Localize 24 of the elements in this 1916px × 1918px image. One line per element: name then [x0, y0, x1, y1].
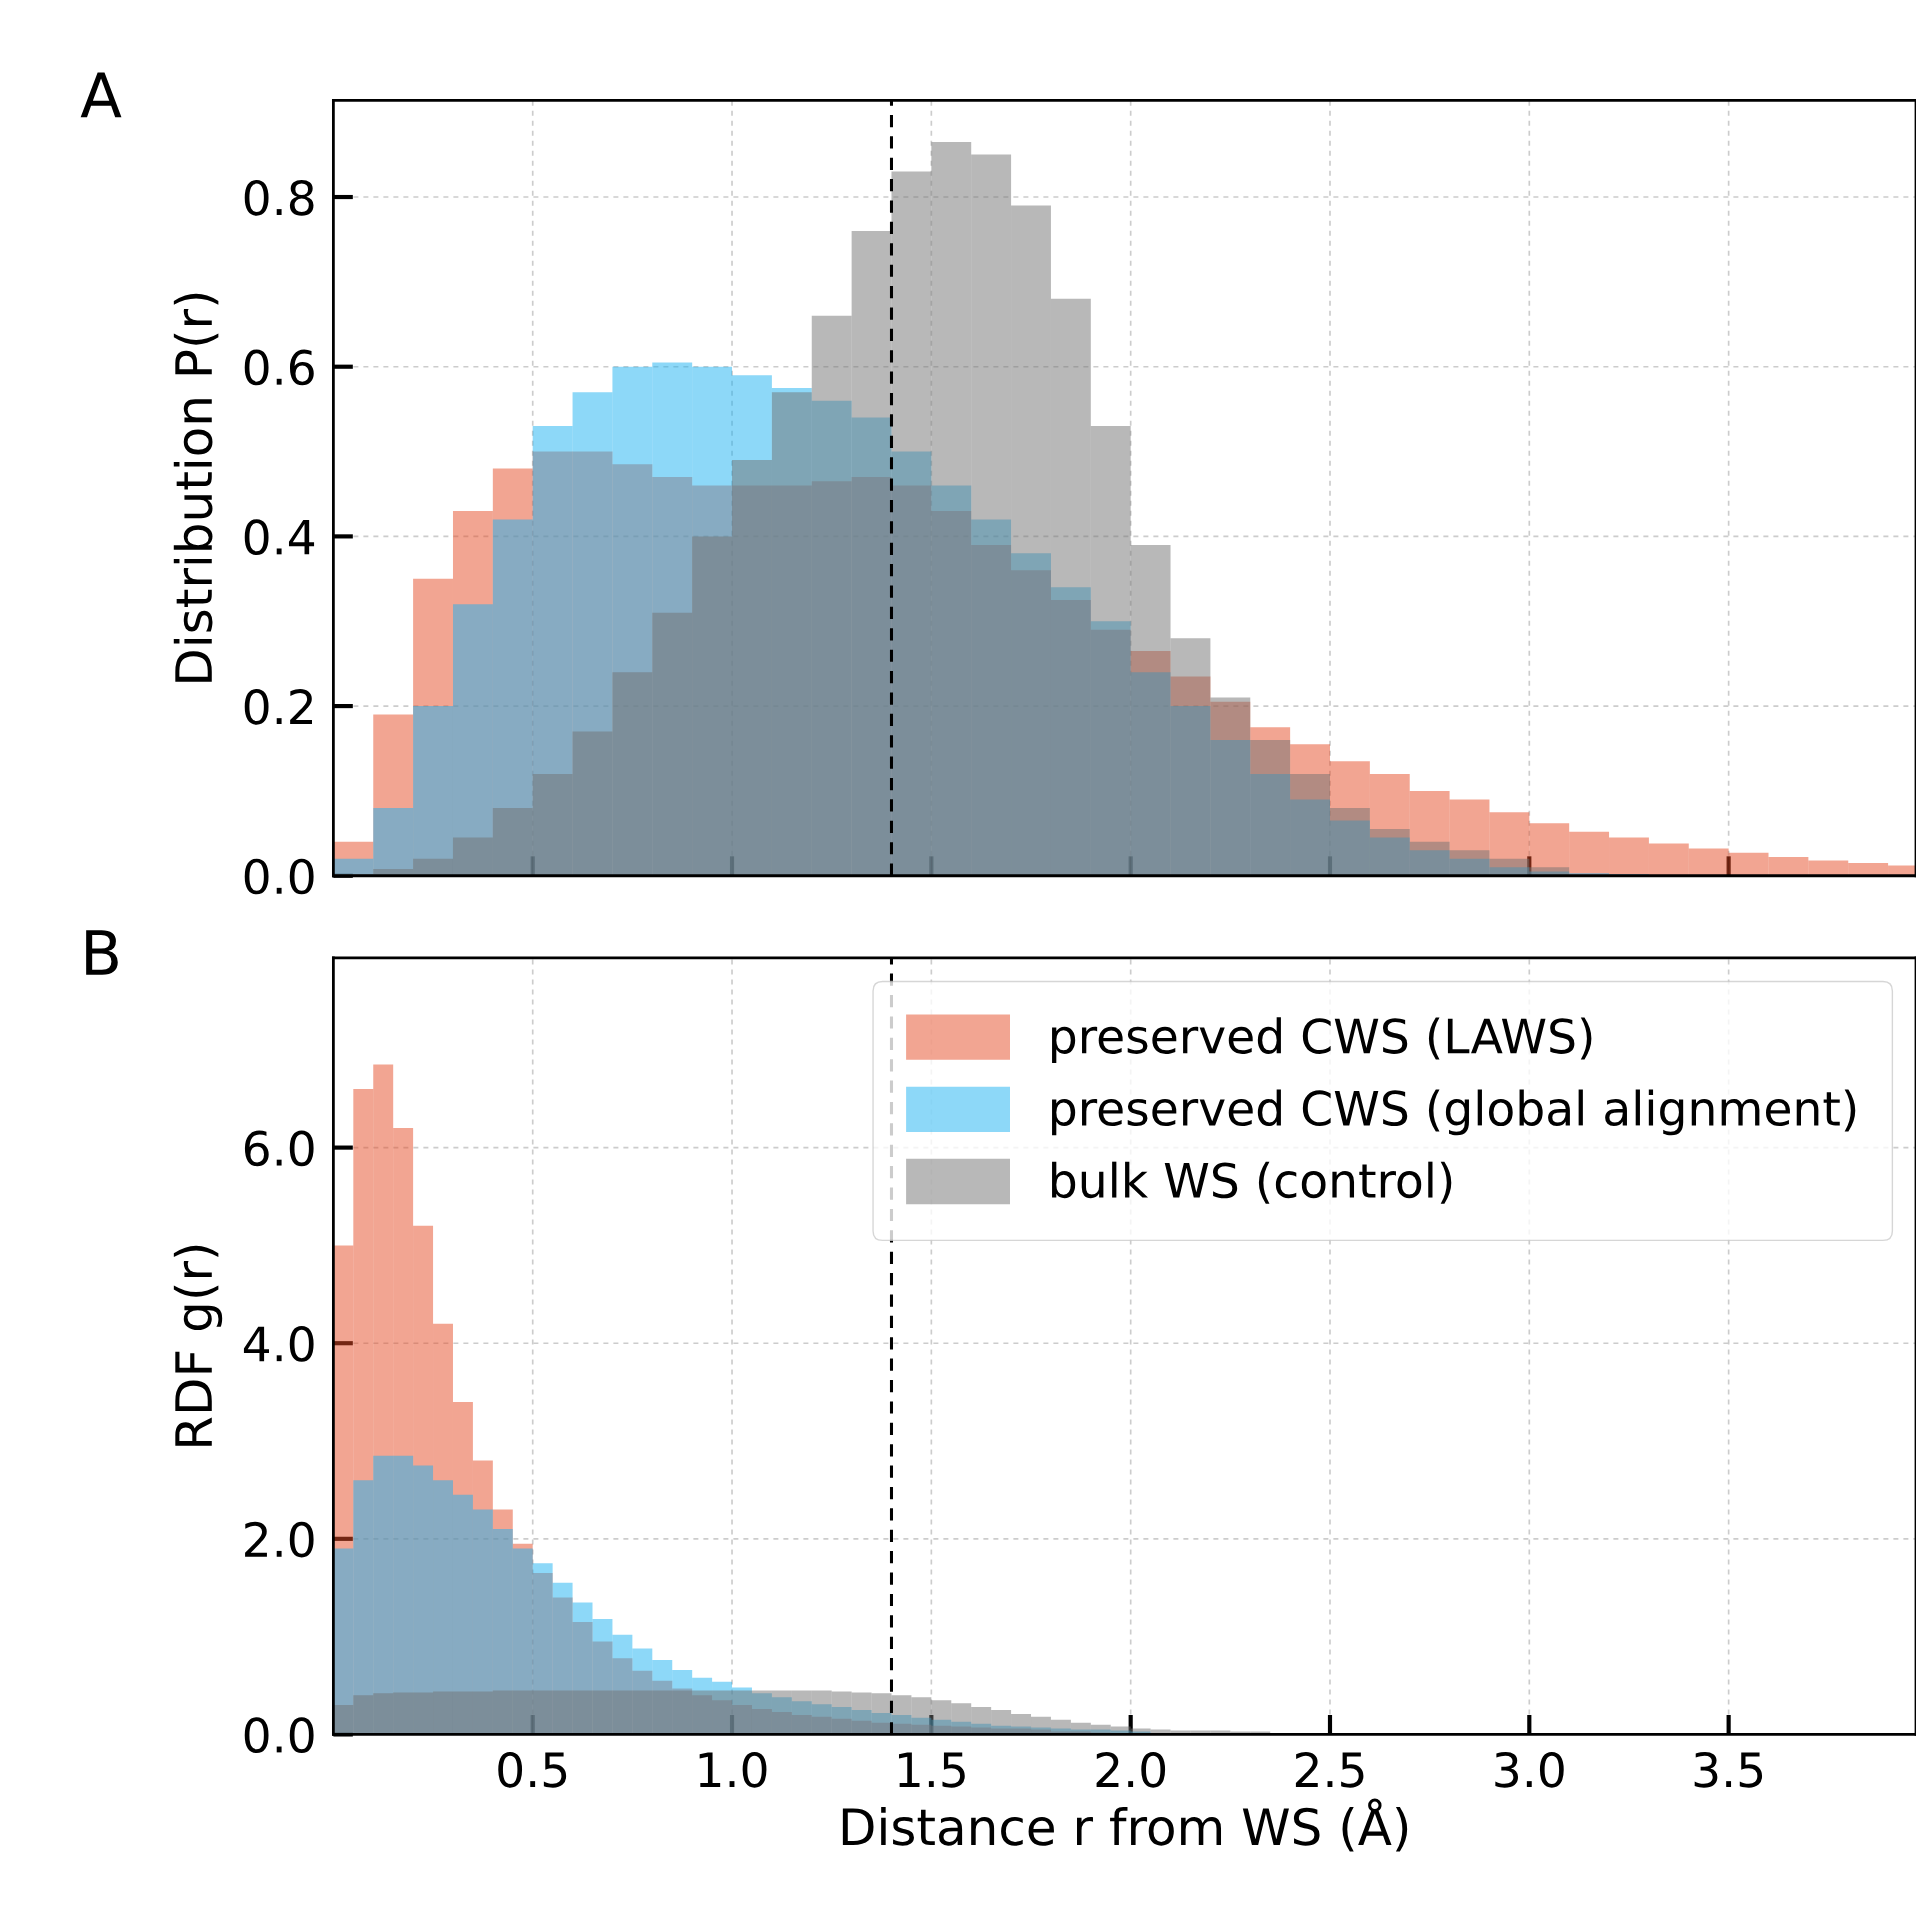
x-tick-label: 2.5 [1295, 1751, 1364, 1788]
x-tick-label: 1.5 [898, 1752, 965, 1788]
x-tick-label: 0.5 [498, 1751, 567, 1788]
y-tick-label: 0.8 [244, 179, 314, 216]
y-axis-title: RDF g(r) [173, 1245, 223, 1446]
x-tick-label: 2.0 [1096, 1751, 1166, 1788]
y-tick-label: 6.0 [244, 1130, 314, 1167]
x-tick-label: 1.0 [699, 1751, 767, 1788]
text: B [86, 930, 118, 975]
y-tick-label: 4.0 [243, 1326, 314, 1362]
x-axis-title: Distance r from WS (Å) [842, 1798, 1408, 1852]
y-tick-label: 0.0 [244, 858, 314, 895]
y-axis-title: Distribution P(r) [173, 293, 219, 682]
text: A [80, 72, 122, 118]
legend-label: preserved CWS (global alignment) [1052, 1089, 1856, 1136]
y-tick-label: 0.6 [244, 349, 314, 386]
x-tick-label: 3.5 [1694, 1751, 1763, 1788]
legend-label: bulk WS (control) [1052, 1161, 1452, 1204]
legend-label: preserved CWS (LAWS) [1052, 1017, 1592, 1064]
y-tick-label: 0.0 [244, 1717, 314, 1754]
y-tick-label: 2.0 [245, 1521, 314, 1558]
x-tick-label: 3.0 [1495, 1751, 1564, 1788]
y-tick-label: 0.4 [244, 519, 315, 556]
y-tick-label: 0.2 [244, 688, 312, 725]
